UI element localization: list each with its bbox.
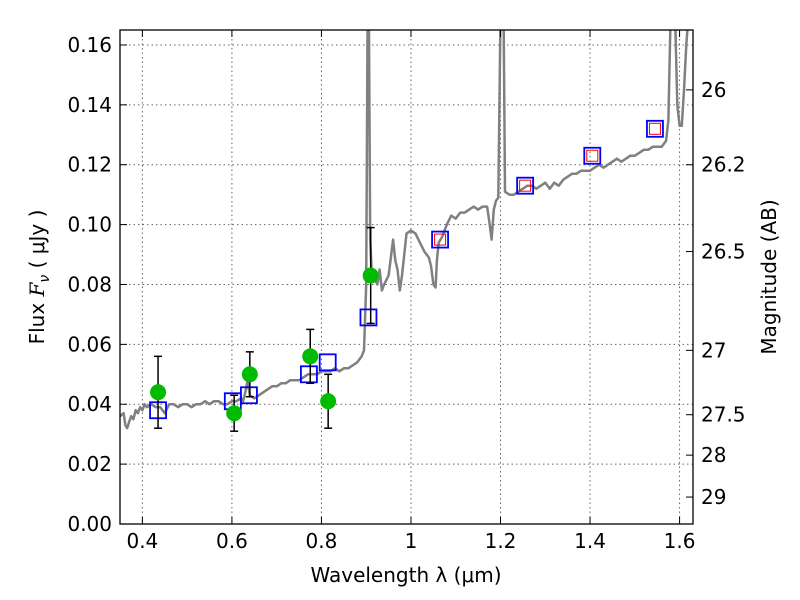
- model-photometry-point: [359, 308, 378, 327]
- observed-photometry-point: [362, 267, 379, 284]
- y-tick-label: 0.08: [67, 272, 112, 296]
- y-tick-label: 0.16: [67, 33, 112, 57]
- y-axis-title: Flux Fν ( μJy ): [25, 210, 53, 345]
- y-tick-label: 0.00: [67, 512, 112, 536]
- observed-photometry-point: [150, 384, 167, 401]
- y-axis-title-text: Flux: [25, 296, 49, 344]
- plot-content: [120, 30, 689, 432]
- x-tick-label: 1.2: [485, 529, 517, 553]
- model-photometry-point: [318, 353, 337, 372]
- right-tick-label: 27: [701, 338, 726, 362]
- right-tick-label: 26: [701, 78, 726, 102]
- x-tick-label: 0.4: [126, 529, 158, 553]
- plot-layer: [120, 30, 689, 432]
- y-tick-label: 0.06: [67, 332, 112, 356]
- grid-layer: [120, 30, 693, 525]
- y-tick-label: 0.02: [67, 452, 112, 476]
- model-photometry-point: [583, 146, 602, 165]
- tick-layer: 0.4 0.6 0.8 1 1.2 1.4 1.6 0.00 0.02 0.04 0.06 0.08 0…: [67, 30, 746, 553]
- upper-limit-point: [648, 122, 661, 135]
- model-photometry-point: [431, 230, 449, 249]
- y-axis-title-math: F: [25, 281, 49, 297]
- y-tick-label: 0.10: [67, 213, 112, 237]
- right-tick-label: 26.2: [701, 153, 746, 177]
- x-axis-title: Wavelength λ (μm): [310, 563, 501, 587]
- x-tick-label: 1.6: [664, 529, 696, 553]
- model-photometry-point: [240, 386, 258, 405]
- upper-limit-point: [586, 149, 599, 162]
- plot-frame: [119, 29, 694, 525]
- model-photometry-point: [300, 365, 318, 384]
- model-photometry-point: [516, 176, 535, 195]
- y-axis-title-units: ( μJy ): [25, 210, 49, 275]
- upper-limit-point: [434, 233, 447, 246]
- x-tick-label: 1.4: [574, 529, 606, 553]
- observed-photometry-point: [241, 366, 258, 383]
- model-photometry-point: [646, 119, 664, 138]
- right-tick-label: 26.5: [701, 240, 746, 264]
- y-tick-label: 0.12: [67, 153, 112, 177]
- x-tick-label: 0.8: [306, 529, 338, 553]
- right-tick-label: 28: [701, 443, 726, 467]
- y-tick-label: 0.14: [67, 93, 112, 117]
- right-tick-label: 27.5: [701, 403, 746, 427]
- right-axis-title: Magnitude (AB): [757, 199, 781, 354]
- y-axis-title-sub: ν: [37, 275, 53, 283]
- upper-limit-point: [519, 179, 532, 192]
- x-tick-label: 0.6: [216, 529, 248, 553]
- right-tick-label: 29: [701, 485, 726, 509]
- y-tick-label: 0.04: [67, 392, 112, 416]
- spectrum-line: [120, 30, 689, 430]
- observed-photometry-point: [320, 393, 337, 410]
- x-tick-label: 1: [405, 529, 418, 553]
- observed-photometry-point: [226, 405, 243, 422]
- observed-photometry-point: [302, 348, 319, 365]
